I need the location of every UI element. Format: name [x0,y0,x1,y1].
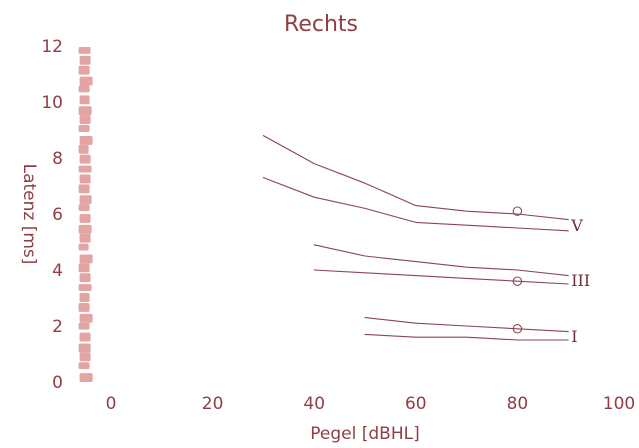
axis-group: 0 2 4 6 8 10 12 0 20 40 60 80 100 [41,37,635,414]
bar-segment [79,233,91,243]
wave-v-marker [512,206,523,216]
bar-segment [78,284,92,292]
bar-segment [78,65,90,75]
wave-i-upper-line [364,317,569,333]
y-tick-label-4: 4 [52,261,63,281]
bar-segment [79,174,91,184]
bar-band [78,47,93,382]
y-tick-label-8: 8 [52,149,63,169]
bar-segment [79,313,93,323]
x-tick-label-80: 80 [507,394,529,414]
bar-segment [78,184,90,194]
wave-label-i: I [571,327,577,346]
bar-segment [79,273,91,283]
bar-segment [78,144,89,154]
chart-title: Rechts [284,12,358,37]
wave-iii-upper-line [313,244,569,277]
x-tick-label-0: 0 [106,394,117,414]
wave-label-v: V [570,216,583,235]
bar-segment [78,362,90,370]
bar-segment [79,135,93,145]
bar-segment [78,125,90,132]
bar-segment [78,85,90,93]
bar-segment [79,293,90,302]
wave-v-lower-line [262,177,569,232]
wave-label-iii: III [571,271,590,290]
wave-series-i: I [364,317,578,346]
bar-segment [78,263,90,273]
bar-segment [78,47,91,54]
wave-series-v: V [262,135,583,235]
wave-iii-lower-line [313,269,569,285]
x-tick-label-60: 60 [405,394,427,414]
bar-segment [79,55,91,65]
bar-segment [79,154,91,164]
bar-segment [79,95,90,105]
bar-segment [79,332,91,342]
bar-segment [79,115,91,125]
wave-v-upper-line [262,135,569,221]
bar-segment [79,214,91,223]
x-axis-label: Pegel [dBHL] [310,424,419,444]
bar-segment [79,254,93,264]
bar-segment [79,195,92,205]
bar-segment [79,352,91,362]
y-axis-label: Latenz [ms] [19,164,39,265]
wave-i-lower-line [364,333,569,341]
bar-segment [78,106,92,116]
bar-segment [79,373,93,382]
bar-segment [79,76,93,86]
wave-i-marker [512,324,523,334]
x-tick-label-100: 100 [603,394,635,414]
bar-segment [78,243,89,251]
bar-segment [78,322,90,330]
x-tick-label-40: 40 [303,394,325,414]
bar-segment [78,343,91,353]
bar-segment [78,204,90,211]
y-tick-label-6: 6 [52,205,63,225]
bar-segment [78,224,92,234]
y-tick-label-0: 0 [52,373,63,393]
wave-iii-marker [512,276,523,286]
x-tick-label-20: 20 [202,394,224,414]
wave-series-iii: III [313,244,590,290]
y-tick-label-10: 10 [41,93,63,113]
bar-segment [78,165,92,173]
y-tick-label-2: 2 [52,317,63,337]
y-tick-label-12: 12 [41,37,63,57]
bar-segment [78,302,90,312]
